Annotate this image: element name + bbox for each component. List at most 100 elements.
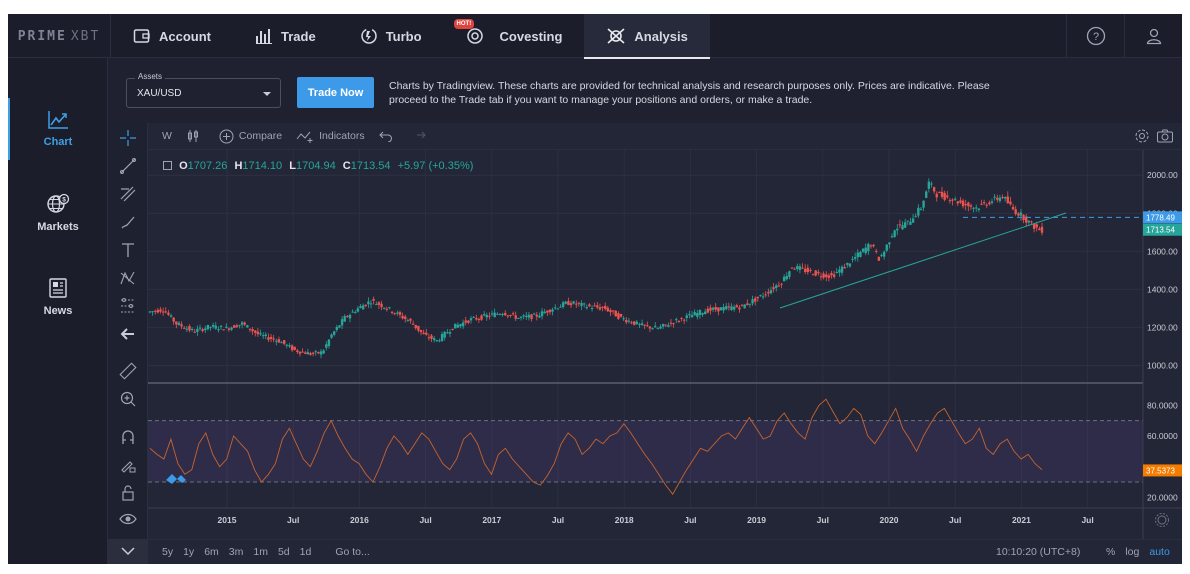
assets-select[interactable]: Assets XAU/USD (126, 72, 281, 108)
visibility-tool[interactable] (118, 509, 138, 529)
nav-analysis-label: Analysis (634, 28, 688, 44)
auto-scale-button[interactable]: auto (1149, 546, 1170, 558)
trend-line-drawing[interactable] (779, 212, 1067, 309)
candle-body (575, 303, 578, 305)
candle-body (461, 322, 465, 327)
candle-body (901, 225, 904, 230)
sidebar-item-news[interactable]: News (8, 262, 108, 332)
range-3m[interactable]: 3m (228, 546, 244, 558)
candle-body (154, 310, 157, 312)
candle-body (914, 215, 917, 217)
snapshot-button[interactable] (1156, 128, 1174, 147)
range-5y[interactable]: 5y (162, 546, 174, 558)
magnet-tool[interactable] (118, 427, 138, 447)
fib-tool[interactable] (118, 184, 138, 204)
trend-line-tool[interactable] (118, 156, 138, 176)
ohlc-legend: O1707.26 H1714.10 L1704.94 C1713.54 +5.9… (163, 160, 473, 172)
collapse-legend-icon[interactable] (163, 161, 172, 170)
candle-body (593, 305, 596, 307)
back-tool[interactable] (118, 324, 138, 344)
help-button[interactable]: ? (1066, 14, 1124, 58)
candle-body (811, 274, 815, 276)
crosshair-icon (120, 130, 136, 146)
indicators-button[interactable]: Indicators (296, 129, 365, 143)
candle-body (204, 328, 207, 331)
candle-body (609, 310, 612, 313)
candle-body (151, 311, 154, 313)
goto-button[interactable]: Go to... (335, 546, 370, 558)
nav-covesting[interactable]: HOT! Covesting (444, 14, 585, 58)
candle-body (559, 306, 562, 308)
scale-settings-button[interactable] (1155, 513, 1169, 527)
candle-body (451, 328, 454, 330)
candle-body (327, 339, 331, 346)
candle-body (238, 324, 241, 326)
lock-tool[interactable] (118, 483, 138, 503)
zoom-tool[interactable] (118, 389, 138, 409)
candle-body (504, 313, 507, 316)
nav-analysis[interactable]: Analysis (584, 14, 711, 59)
candle-body (467, 320, 470, 323)
log-scale-button[interactable]: log (1125, 546, 1140, 558)
undo-button[interactable] (378, 130, 398, 142)
range-5d[interactable]: 5d (277, 546, 290, 558)
candle-body (551, 309, 554, 312)
profile-button[interactable] (1124, 14, 1182, 58)
candle-body (206, 324, 210, 330)
crosshair-tool[interactable] (118, 128, 138, 148)
candle-body (788, 271, 791, 277)
lock-draw-tool[interactable] (118, 455, 138, 475)
candle-body (959, 200, 962, 203)
candle-body (611, 310, 615, 312)
sidebar-item-markets[interactable]: $ Markets (8, 178, 108, 248)
candle-body (782, 276, 786, 282)
range-1d[interactable]: 1d (299, 546, 312, 558)
range-6m[interactable]: 6m (204, 546, 219, 558)
candle-body (251, 329, 254, 332)
compare-label: Compare (238, 130, 283, 142)
candle-body (293, 346, 296, 350)
candle-body (638, 323, 641, 325)
collapse-toolbar-button[interactable] (108, 539, 148, 564)
candle-body (527, 314, 531, 318)
range-1y[interactable]: 1y (183, 546, 195, 558)
nav-account[interactable]: Account (111, 14, 233, 58)
clock[interactable]: 10:10:20 (UTC+8) (996, 546, 1081, 558)
candle-body (732, 306, 736, 310)
bar-chart-icon (256, 29, 272, 44)
brand-logo[interactable]: PRIME XBT (8, 14, 111, 58)
candle-body (277, 339, 281, 343)
candle-body (167, 312, 170, 315)
unlock-icon (122, 485, 134, 501)
chart-type-button[interactable] (186, 129, 205, 143)
candle-body (746, 303, 749, 306)
candle-body (822, 273, 825, 278)
candle-body (754, 298, 757, 302)
candle-body (333, 331, 336, 335)
ruler-tool[interactable] (118, 361, 138, 381)
brush-tool[interactable] (118, 212, 138, 232)
trade-now-button[interactable]: Trade Now (297, 77, 374, 108)
candle-body (556, 308, 560, 310)
candle-body (309, 353, 312, 355)
nav-turbo[interactable]: Turbo (338, 14, 444, 58)
sidebar-item-chart[interactable]: Chart (8, 94, 108, 164)
settings-button[interactable] (1134, 128, 1150, 147)
percent-scale-button[interactable]: % (1106, 546, 1116, 558)
interval-button[interactable]: W (162, 130, 172, 142)
indicators-label: Indicators (319, 130, 365, 142)
compare-button[interactable]: Compare (219, 129, 282, 144)
prediction-tool[interactable] (118, 296, 138, 316)
pattern-tool[interactable] (118, 268, 138, 288)
candle-body (601, 306, 604, 308)
text-tool[interactable] (118, 240, 138, 260)
chevron-down-icon (121, 547, 135, 556)
candle-body (709, 307, 712, 311)
candle-body (1017, 213, 1020, 216)
price-chart[interactable]: 2000.001800.001600.001400.001200.001000.… (148, 150, 1182, 539)
candle-body (1009, 201, 1012, 205)
redo-button[interactable] (412, 130, 431, 142)
nav-trade[interactable]: Trade (233, 14, 338, 58)
candle-body (893, 230, 896, 237)
range-1m[interactable]: 1m (253, 546, 268, 558)
